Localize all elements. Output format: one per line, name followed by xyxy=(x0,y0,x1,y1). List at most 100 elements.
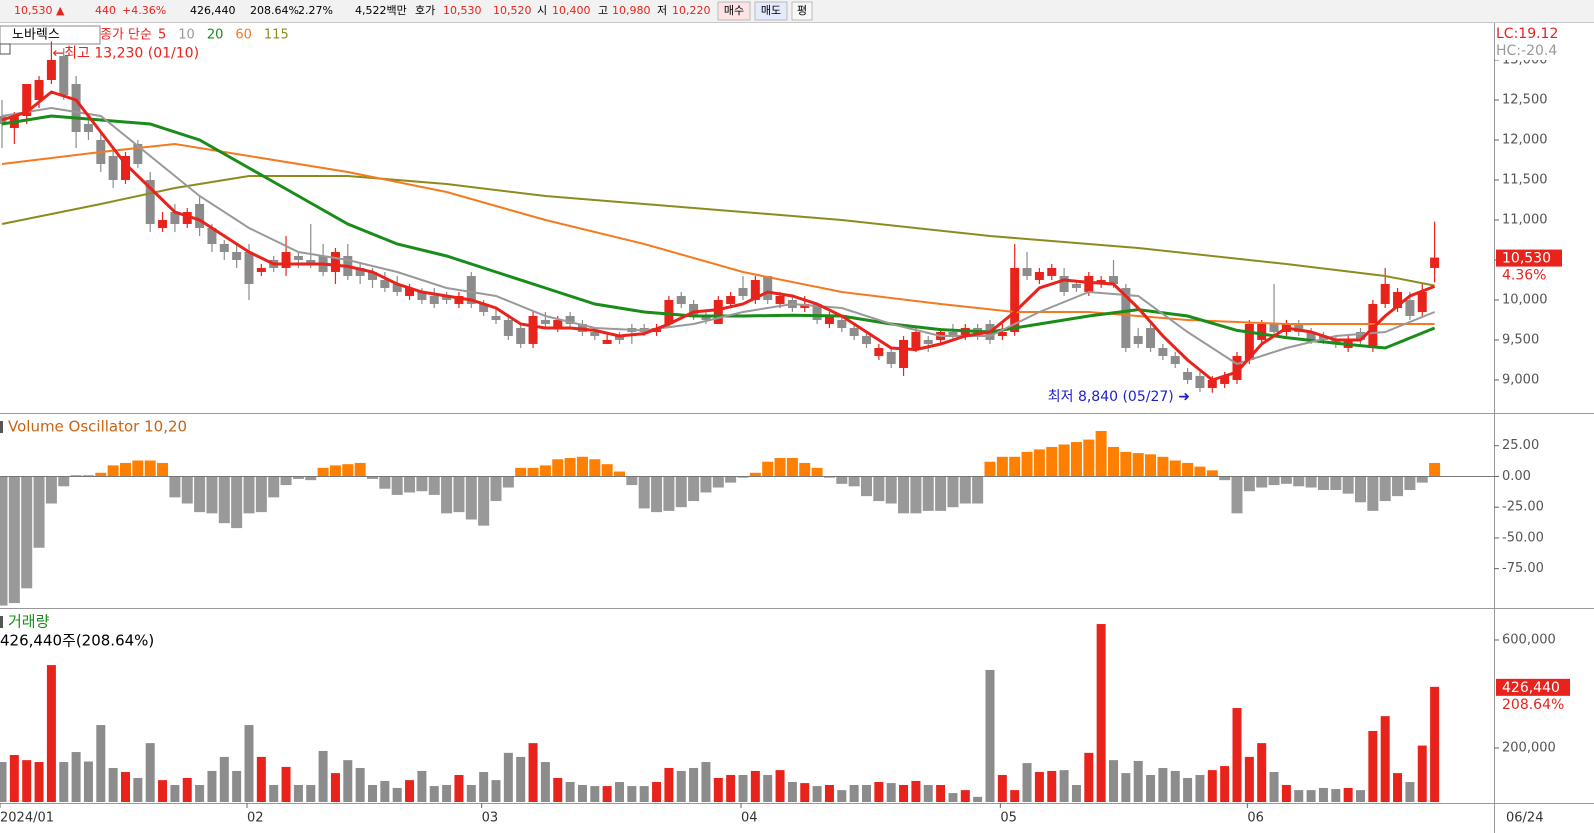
header-field: 2.27% xyxy=(298,4,333,17)
corner-label: LC:19.12 xyxy=(1496,26,1558,42)
oscillator-bar xyxy=(206,476,218,514)
oscillator-bar xyxy=(749,472,761,477)
candle-body xyxy=(516,327,526,344)
volume-bar xyxy=(960,790,970,802)
volume-bar xyxy=(281,766,291,802)
volume-bar xyxy=(1059,770,1069,802)
candle-body xyxy=(1034,271,1044,280)
candle-body xyxy=(553,319,563,328)
volume-bar xyxy=(1183,777,1193,802)
oscillator-bar xyxy=(428,476,440,495)
oscillator-bar xyxy=(1355,476,1366,503)
volume-bar xyxy=(1109,760,1118,802)
last-price-label: 10,530 xyxy=(1502,251,1551,267)
volume-bar xyxy=(46,665,56,802)
ma-line xyxy=(1,114,1436,350)
candle-body xyxy=(158,219,168,228)
candle-body xyxy=(590,331,600,336)
volume-bar xyxy=(1232,708,1242,802)
volume-bar xyxy=(429,786,439,802)
x-tick-label: 06/24 xyxy=(1506,811,1543,826)
volume-bar xyxy=(1368,730,1378,802)
volume-bar xyxy=(540,762,550,802)
oscillator-bar xyxy=(910,476,922,514)
candle-body xyxy=(380,279,390,288)
oscillator-bar xyxy=(527,467,539,477)
oscillator-bar xyxy=(885,476,897,504)
oscillator-bar xyxy=(762,461,774,477)
candle-body xyxy=(219,243,229,252)
header-field: 고 xyxy=(598,4,608,17)
volume-bar xyxy=(454,774,464,802)
oscillator-bar xyxy=(33,476,45,548)
corner-label: HC:-20.4 xyxy=(1496,43,1557,59)
volume-bar xyxy=(1220,766,1230,802)
avg-button[interactable] xyxy=(791,1,813,21)
volume-bar xyxy=(219,756,229,802)
oscillator-bar xyxy=(1219,476,1231,481)
candle-body xyxy=(83,123,93,132)
oscillator-bar xyxy=(1404,476,1416,490)
x-tick-label: 06 xyxy=(1247,811,1264,826)
oscillator-bar xyxy=(861,476,872,497)
volume-bar xyxy=(1146,774,1156,802)
volume-bar xyxy=(1281,784,1291,802)
buy-button[interactable] xyxy=(717,1,751,21)
y-tick-label: -75.00 xyxy=(1502,561,1544,576)
volume-bar xyxy=(1306,790,1316,802)
candle-body xyxy=(244,251,254,284)
candle-body xyxy=(812,303,822,320)
candle-body xyxy=(330,251,340,272)
header-field: 10,520 xyxy=(493,4,532,17)
candle-body xyxy=(46,59,56,80)
oscillator-bar xyxy=(218,476,230,524)
oscillator-bar xyxy=(243,476,255,514)
volume-bar xyxy=(948,793,958,802)
oscillator-bar xyxy=(1194,466,1206,477)
candle-body xyxy=(726,295,736,304)
sell-button[interactable] xyxy=(754,1,788,21)
volume-bar xyxy=(380,780,390,802)
ma-line xyxy=(1,142,1435,325)
volume-bar xyxy=(133,777,143,802)
candle-body xyxy=(763,275,773,300)
oscillator-bar xyxy=(502,476,514,488)
oscillator-bar xyxy=(1145,454,1157,477)
oscillator-bar xyxy=(774,458,786,477)
oscillator-bar xyxy=(1206,470,1218,477)
oscillator-bar xyxy=(1367,476,1379,511)
volume-bar xyxy=(1133,760,1143,802)
y-tick-label: 9,500 xyxy=(1502,332,1539,347)
volume-bar xyxy=(108,767,118,802)
candle-body xyxy=(121,155,130,180)
volume-bar xyxy=(713,777,723,802)
header-field: 10,400 xyxy=(552,4,591,17)
oscillator-bar xyxy=(1033,449,1045,477)
header-field: 10,980 xyxy=(612,4,651,17)
volume-bar xyxy=(0,762,7,802)
volume-bar xyxy=(516,756,526,802)
oscillator-bar xyxy=(169,476,181,498)
volume-bar xyxy=(874,782,884,802)
candle-body xyxy=(664,299,674,324)
volume-bar xyxy=(800,783,810,802)
volume-bar xyxy=(368,784,377,802)
candle-body xyxy=(59,55,69,96)
candle-body xyxy=(738,287,748,296)
oscillator-bar xyxy=(836,476,848,484)
header-field: 208.64% xyxy=(250,4,299,17)
volume-bar xyxy=(1257,743,1267,802)
candle-body xyxy=(1393,291,1403,308)
volume-bar xyxy=(71,752,81,802)
oscillator-bar xyxy=(1330,476,1342,490)
oscillator-bar xyxy=(589,459,601,477)
panel-subtitle: 426,440주(208.64%) xyxy=(0,632,154,650)
oscillator-bar xyxy=(231,476,243,529)
volume-bar xyxy=(195,784,205,802)
header-field: 10,530 ▲ xyxy=(14,4,65,17)
volume-bar xyxy=(330,773,340,802)
candle-body xyxy=(899,339,909,368)
oscillator-bar xyxy=(82,475,94,477)
candle-body xyxy=(491,315,501,320)
candle-body xyxy=(1356,331,1365,340)
